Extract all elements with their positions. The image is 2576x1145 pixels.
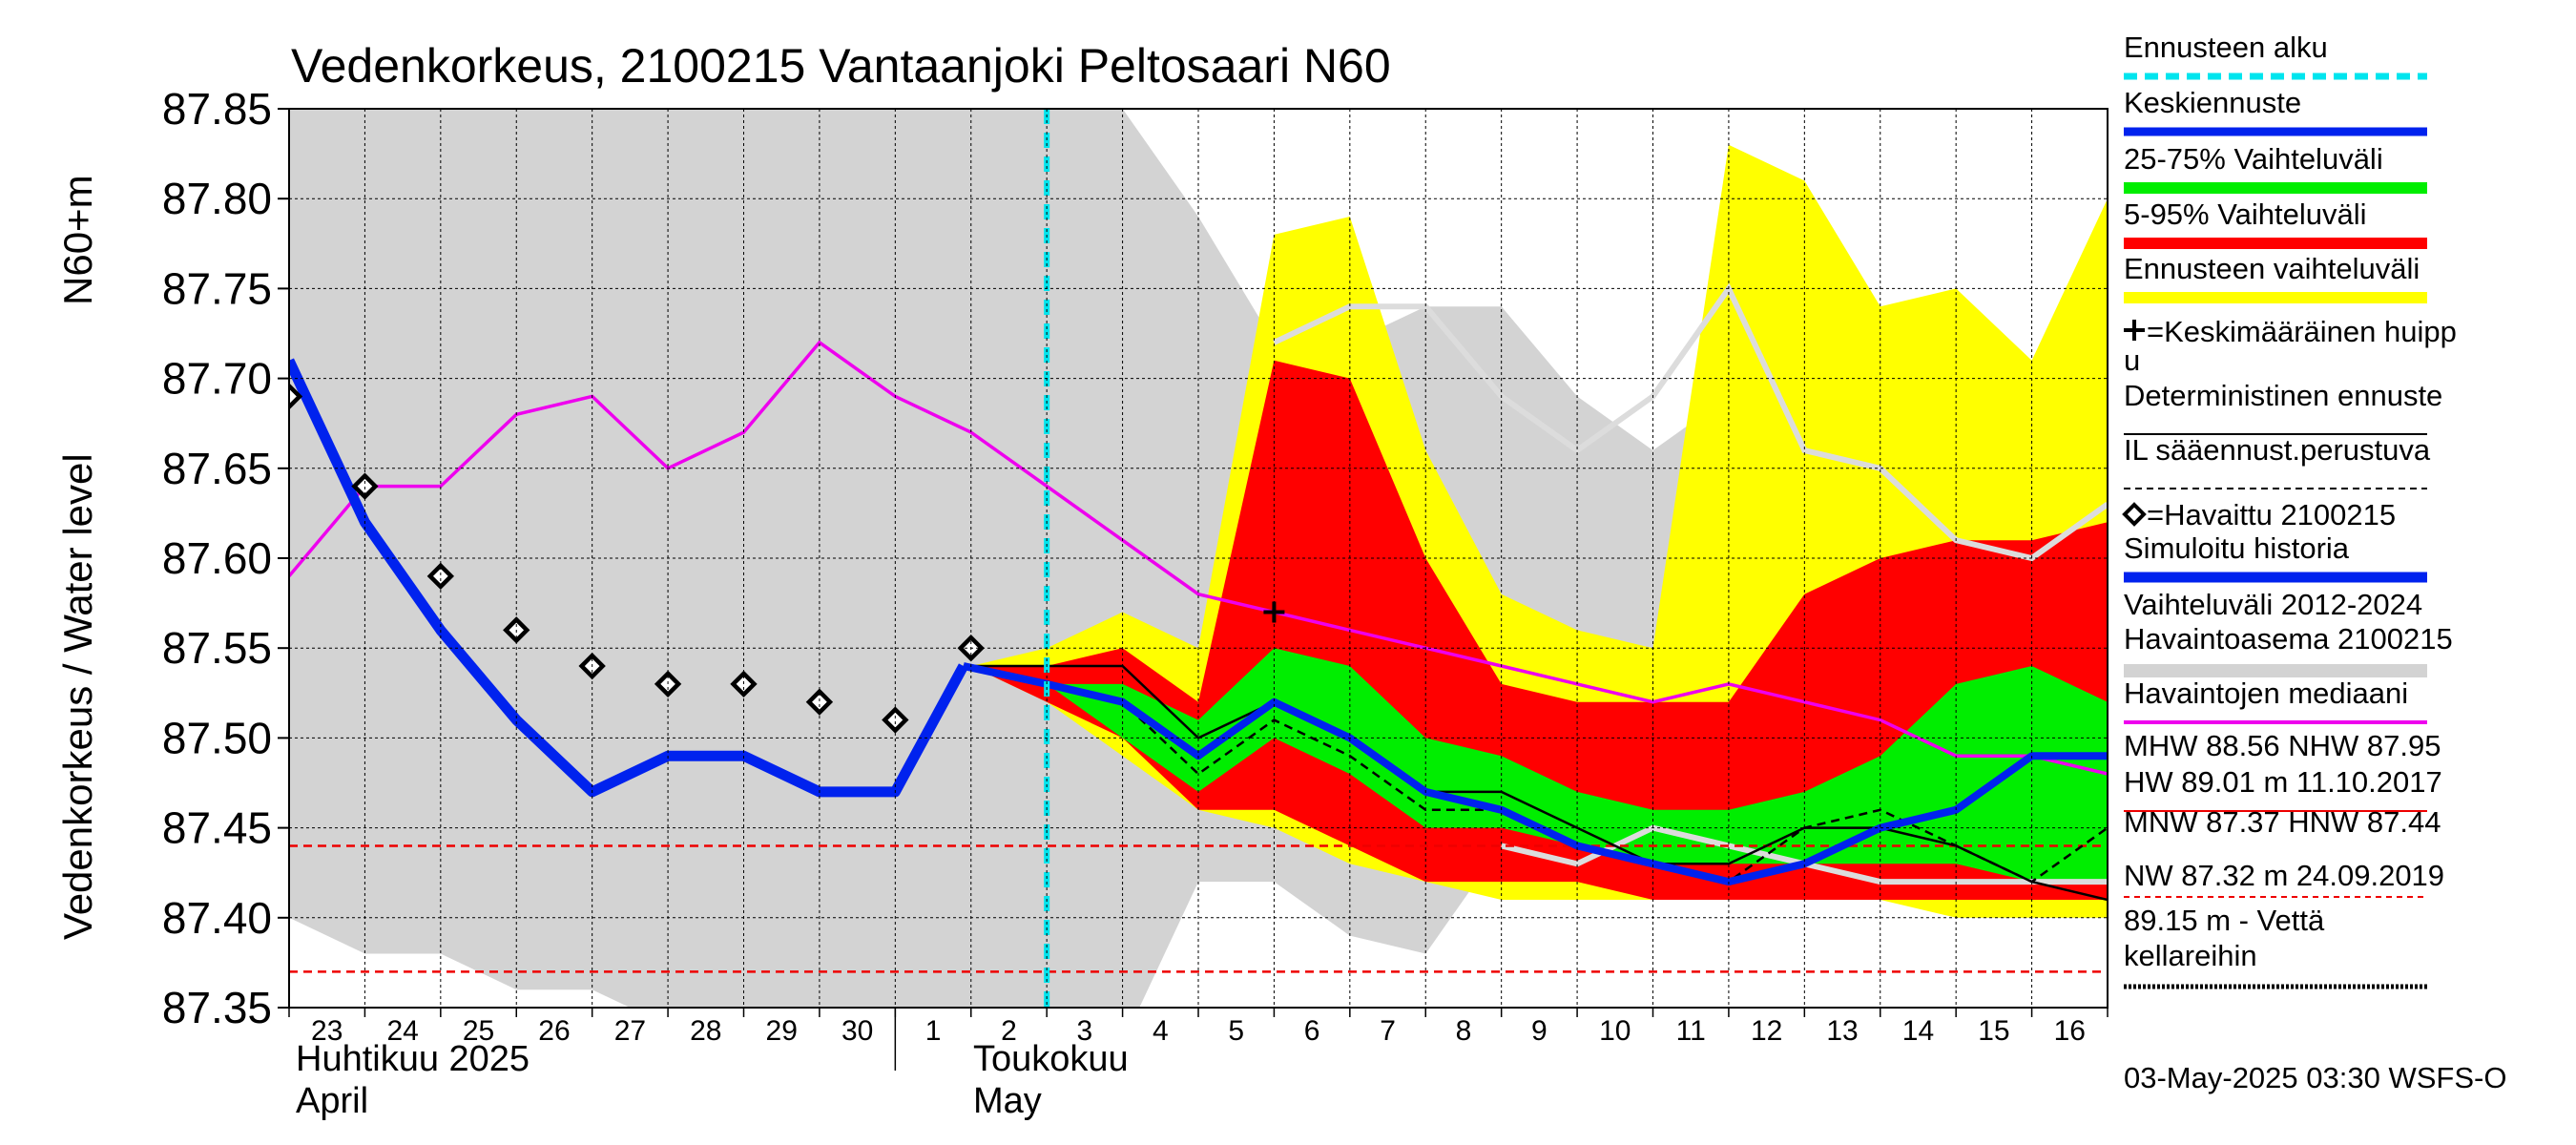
x-tick-label: 15	[1978, 1015, 2009, 1047]
y-axis-label: Vedenkorkeus / Water level	[55, 453, 100, 940]
p5-95-band	[970, 360, 2108, 900]
simulated-history-line	[289, 358, 968, 798]
x-tick-label: 27	[614, 1015, 646, 1047]
legend-label-median: Havaintojen mediaani	[2124, 677, 2408, 710]
chart-title: Vedenkorkeus, 2100215 Vantaanjoki Peltos…	[291, 39, 1391, 93]
y-tick-label: 87.55	[162, 623, 272, 673]
x-tick-label: 10	[1599, 1015, 1631, 1047]
x-tick-label: 12	[1751, 1015, 1782, 1047]
x-tick-label: 2	[1001, 1015, 1017, 1047]
x-tick-label: 28	[690, 1015, 721, 1047]
legend-label-stats2-1: MNW 87.37 HNW 87.44	[2124, 805, 2441, 839]
x-tick-label: 23	[311, 1015, 343, 1047]
y-tick-label: 87.85	[162, 84, 272, 134]
x-tick-label: 8	[1456, 1015, 1472, 1047]
y-tick-label: 87.75	[162, 263, 272, 313]
legend-label-stats1-1: MHW 88.56 NHW 87.95	[2124, 729, 2441, 762]
x-tick-label: 7	[1380, 1015, 1396, 1047]
y-tick-label: 87.65	[162, 444, 272, 493]
x-tick-label: 4	[1153, 1015, 1169, 1047]
y-axis-unit: N60+m	[55, 175, 100, 305]
x-tick-label: 13	[1826, 1015, 1858, 1047]
legend-peak-symbol	[2124, 320, 2145, 341]
legend-label-stats1-2: HW 89.01 m 11.10.2017	[2124, 765, 2442, 799]
month-label-april-en: April	[296, 1081, 368, 1121]
month-label-may-en: May	[973, 1081, 1042, 1121]
plot-area	[289, 109, 2108, 1008]
x-tick-label: 1	[925, 1015, 942, 1047]
legend-label-simulated: Simuloitu historia	[2124, 531, 2350, 565]
month-label-april-fi: Huhtikuu 2025	[296, 1039, 530, 1079]
y-tick-label: 87.50	[162, 713, 272, 762]
legend-label-il: IL sääennust.perustuva	[2124, 433, 2431, 467]
gray-reference-line-upper	[1273, 282, 2108, 562]
x-tick-label: 29	[766, 1015, 798, 1047]
legend-label-forecast_range: Ennusteen vaihteluväli	[2124, 252, 2420, 285]
observed-point	[289, 383, 303, 410]
x-tick-label: 14	[1902, 1015, 1934, 1047]
x-tick-label: 6	[1304, 1015, 1320, 1047]
x-tick-label: 30	[841, 1015, 873, 1047]
deterministic-forecast-line	[963, 664, 2108, 902]
legend-label-range_hist-1: Vaihteluväli 2012-2024	[2124, 588, 2422, 621]
legend-label-p5_95: 5-95% Vaihteluväli	[2124, 198, 2366, 231]
legend-label-mean-peak: =Keskimääräinen huipp	[2147, 315, 2457, 348]
legend-label-cellar-2: kellareihin	[2124, 939, 2257, 972]
x-tick-label: 5	[1228, 1015, 1244, 1047]
x-tick-label: 25	[463, 1015, 494, 1047]
legend-label-cellar-1: 89.15 m - Vettä	[2124, 904, 2325, 937]
observed-point	[351, 472, 379, 500]
y-tick-label: 87.70	[162, 354, 272, 404]
month-label-may-fi: Toukokuu	[973, 1039, 1129, 1079]
x-tick-label: 11	[1676, 1015, 1706, 1047]
observed-point	[882, 706, 909, 734]
legend-label-p25_75: 25-75% Vaihteluväli	[2124, 142, 2383, 176]
y-tick-label: 87.35	[162, 983, 272, 1032]
legend-label-range_hist-2: Havaintoasema 2100215	[2124, 622, 2453, 656]
legend-label-mean-peak-cont: u	[2124, 344, 2140, 377]
x-tick-label: 3	[1077, 1015, 1093, 1047]
legend-observed-symbol	[2122, 502, 2147, 527]
legend-label-observed: =Havaittu 2100215	[2147, 498, 2396, 531]
x-tick-label: 24	[386, 1015, 418, 1047]
x-tick-label: 9	[1531, 1015, 1548, 1047]
timestamp: 03-May-2025 03:30 WSFS-O	[2124, 1061, 2506, 1094]
legend-label-mean: Keskiennuste	[2124, 86, 2301, 119]
y-tick-label: 87.60	[162, 533, 272, 583]
x-tick-label: 16	[2054, 1015, 2086, 1047]
axes: 87.35 87.40 87.45 87.50 87.55 87.60 87.65 87.70…	[162, 84, 2109, 1121]
legend-label-deterministic: Deterministinen ennuste	[2124, 379, 2442, 412]
legend: Ennusteen alku Keskiennuste 25-75% Vaihtel…	[2122, 31, 2457, 989]
legend-label-forecast_start: Ennusteen alku	[2124, 31, 2328, 64]
y-tick-label: 87.80	[162, 174, 272, 223]
legend-label-stats2-2: NW 87.32 m 24.09.2019	[2124, 859, 2444, 892]
y-tick-label: 87.40	[162, 893, 272, 943]
x-tick-label: 26	[538, 1015, 570, 1047]
y-tick-label: 87.45	[162, 803, 272, 853]
